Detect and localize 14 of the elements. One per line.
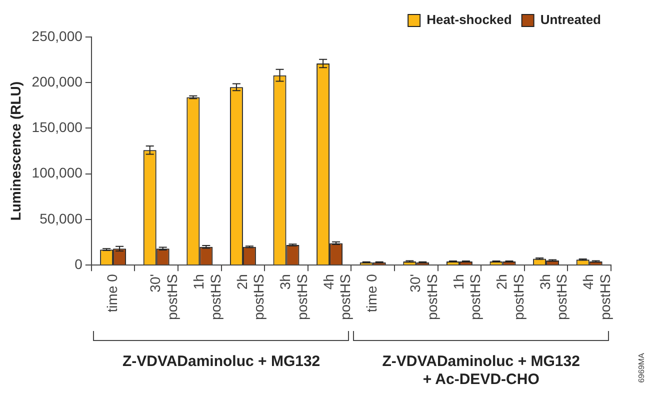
legend-label: Heat-shocked (426, 12, 512, 28)
y-axis-title: Luminescence (RLU) (7, 81, 24, 221)
text: 6969MA (637, 353, 647, 383)
y-tick-label: 250,000 (32, 28, 83, 44)
y-tick-label: 0 (74, 256, 83, 272)
x-tick-label: time 0 (364, 274, 380, 312)
y-tick-label: 200,000 (32, 73, 83, 90)
legend-label: Untreated (540, 12, 602, 28)
y-tick-label: 150,000 (32, 119, 83, 136)
text: Z-VDVADaminoluc + MG132 + Ac-DEVD-CHO (381, 353, 581, 389)
x-tick-label: time 0 (104, 274, 120, 312)
y-tick-label: 100,000 (32, 164, 83, 181)
y-tick-label: 50,000 (40, 210, 83, 226)
text: Z-VDVADaminoluc + MG132 (121, 353, 322, 371)
